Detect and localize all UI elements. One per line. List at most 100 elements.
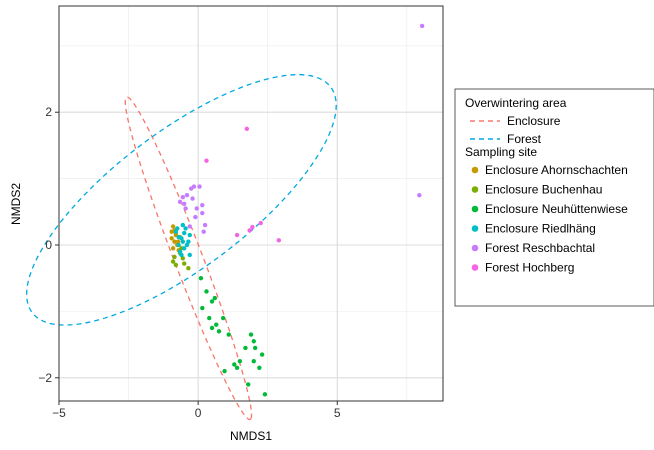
data-point — [248, 332, 254, 337]
legend-label-site: Forest Hochberg — [485, 261, 574, 275]
data-point — [209, 299, 215, 304]
data-point — [172, 239, 177, 244]
data-point — [194, 206, 199, 211]
data-point — [257, 365, 262, 371]
legend: Overwintering area Enclosure Forest Sampl… — [454, 88, 654, 307]
legend-label-forest: Forest — [507, 132, 542, 146]
data-point — [187, 224, 192, 229]
data-point — [201, 229, 206, 234]
data-point — [170, 224, 176, 229]
data-point — [186, 239, 191, 244]
data-point — [226, 332, 231, 337]
legend-ellipse-title: Overwintering area — [465, 96, 567, 110]
data-point — [216, 329, 222, 334]
data-point — [172, 254, 177, 260]
data-point — [169, 236, 174, 241]
data-point — [237, 358, 243, 364]
data-point — [182, 246, 187, 251]
x-tick-label: 5 — [334, 406, 341, 420]
data-point — [183, 226, 188, 231]
data-point — [187, 252, 192, 258]
data-point — [200, 210, 205, 216]
data-point — [182, 230, 187, 236]
data-point — [204, 158, 209, 163]
data-point — [244, 126, 250, 132]
data-point — [220, 315, 226, 321]
legend-key-point — [471, 186, 479, 193]
data-point — [182, 201, 187, 207]
data-point — [175, 226, 180, 231]
data-point — [176, 242, 181, 248]
data-point — [209, 325, 215, 331]
data-point — [180, 256, 186, 261]
data-point — [251, 358, 256, 364]
data-point — [204, 289, 209, 294]
data-point — [214, 322, 219, 327]
data-point — [180, 239, 186, 244]
legend-label-site: Enclosure Buchenhau — [485, 183, 602, 197]
data-point — [234, 232, 240, 238]
y-axis-title: NMDS2 — [9, 183, 23, 225]
y-tick-label: 2 — [45, 105, 52, 119]
data-point — [170, 259, 176, 264]
data-point — [183, 206, 188, 211]
data-point — [212, 295, 218, 301]
data-point — [207, 315, 212, 321]
data-point — [234, 365, 240, 371]
x-tick-label: 0 — [195, 406, 202, 420]
data-point — [175, 239, 181, 244]
x-axis: −5 0 5 — [52, 401, 341, 420]
data-point — [186, 266, 191, 271]
y-axis: −2 0 2 — [38, 105, 59, 385]
legend-box — [454, 88, 654, 307]
x-axis-title: NMDS1 — [230, 429, 272, 443]
data-point — [193, 214, 198, 220]
data-point — [184, 242, 190, 248]
data-point — [222, 368, 227, 374]
data-point — [258, 220, 263, 226]
y-tick-label: −2 — [38, 371, 52, 385]
legend-key-point — [471, 166, 479, 174]
data-point — [251, 339, 256, 344]
legend-key-point — [471, 205, 479, 213]
legend-label-enclosure: Enclosure — [507, 114, 561, 128]
data-point — [252, 345, 258, 351]
legend-key-point — [471, 244, 479, 252]
data-point — [259, 352, 265, 357]
legend-key-point — [471, 225, 479, 232]
data-point — [188, 186, 194, 191]
data-point — [180, 222, 186, 228]
ellipse-enclosure — [124, 96, 253, 421]
data-point — [262, 392, 268, 397]
data-point — [173, 262, 179, 268]
x-tick-label: −5 — [52, 406, 66, 420]
data-point — [200, 202, 205, 208]
data-point — [202, 222, 208, 228]
ellipses — [25, 73, 337, 421]
data-point — [170, 246, 176, 251]
legend-ellipse-entries: Enclosure Forest — [470, 114, 561, 146]
data-point — [190, 196, 195, 201]
data-point — [176, 234, 181, 240]
data-point — [180, 194, 186, 200]
legend-point-title: Sampling site — [465, 145, 537, 159]
legend-label-site: Enclosure Riedlhäng — [485, 222, 596, 236]
plot-panel-border — [58, 5, 444, 402]
y-tick-label: 0 — [45, 238, 52, 252]
legend-key-point — [471, 264, 479, 271]
legend-label-site: Forest Reschbachtal — [485, 241, 595, 255]
data-point — [246, 382, 251, 387]
ellipse-forest — [25, 73, 337, 326]
data-point — [169, 229, 174, 234]
data-point — [198, 275, 204, 281]
data-point — [232, 362, 237, 367]
legend-point-entries: Enclosure Ahornschachten Enclosure Buchen… — [471, 163, 628, 275]
data-point — [177, 199, 183, 205]
data-point — [247, 228, 252, 233]
data-point — [250, 224, 255, 230]
data-point — [177, 249, 183, 254]
data-point — [419, 23, 425, 29]
data-point — [417, 193, 422, 198]
data-point — [173, 229, 179, 234]
